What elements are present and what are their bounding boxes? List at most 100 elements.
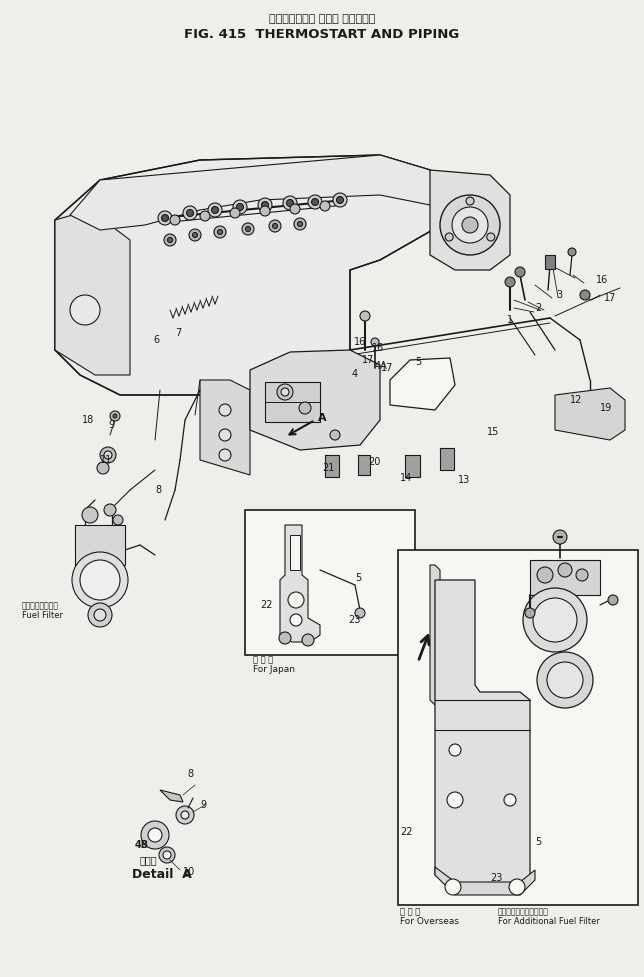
Circle shape bbox=[299, 402, 311, 414]
Text: 22: 22 bbox=[260, 600, 272, 610]
Polygon shape bbox=[555, 388, 625, 440]
Text: 20: 20 bbox=[368, 457, 381, 467]
Polygon shape bbox=[55, 155, 450, 395]
Circle shape bbox=[233, 200, 247, 214]
Text: フゥエルフィルタ追加用: フゥエルフィルタ追加用 bbox=[498, 908, 549, 916]
Circle shape bbox=[208, 203, 222, 217]
Text: 12: 12 bbox=[570, 395, 582, 405]
Text: 23: 23 bbox=[490, 873, 502, 883]
Circle shape bbox=[360, 311, 370, 321]
Circle shape bbox=[200, 211, 210, 221]
Circle shape bbox=[148, 828, 162, 842]
Circle shape bbox=[283, 196, 297, 210]
Text: 3: 3 bbox=[556, 290, 562, 300]
Text: 9: 9 bbox=[108, 420, 114, 430]
Circle shape bbox=[113, 414, 117, 418]
Bar bbox=[358, 455, 370, 475]
Text: 14: 14 bbox=[400, 473, 412, 483]
Text: 5: 5 bbox=[355, 573, 361, 583]
Circle shape bbox=[294, 218, 306, 230]
Polygon shape bbox=[250, 350, 380, 450]
Polygon shape bbox=[430, 565, 440, 705]
Text: フゥエルフィルタ: フゥエルフィルタ bbox=[22, 602, 59, 611]
Text: 17: 17 bbox=[362, 355, 374, 365]
Polygon shape bbox=[160, 790, 183, 802]
Bar bbox=[440, 448, 454, 470]
Bar bbox=[405, 455, 420, 477]
Circle shape bbox=[553, 530, 567, 544]
Text: 4: 4 bbox=[352, 369, 358, 379]
Text: 詳　細: 詳 細 bbox=[140, 855, 158, 865]
Circle shape bbox=[487, 233, 495, 241]
Circle shape bbox=[355, 608, 365, 618]
Circle shape bbox=[462, 217, 478, 233]
Text: 16: 16 bbox=[354, 337, 366, 347]
Text: 16: 16 bbox=[372, 343, 384, 353]
Text: 5: 5 bbox=[415, 357, 421, 367]
Text: 13: 13 bbox=[458, 475, 470, 485]
Circle shape bbox=[97, 462, 109, 474]
Circle shape bbox=[260, 206, 270, 216]
Text: 17: 17 bbox=[604, 293, 616, 303]
Text: 18: 18 bbox=[82, 415, 94, 425]
Text: 10: 10 bbox=[183, 867, 195, 877]
Circle shape bbox=[211, 206, 218, 214]
Circle shape bbox=[308, 195, 322, 209]
Circle shape bbox=[110, 411, 120, 421]
Circle shape bbox=[288, 592, 304, 608]
Circle shape bbox=[447, 792, 463, 808]
Text: 22: 22 bbox=[400, 827, 413, 837]
Circle shape bbox=[159, 847, 175, 863]
Text: 8: 8 bbox=[155, 485, 161, 495]
Circle shape bbox=[272, 224, 278, 229]
Circle shape bbox=[189, 229, 201, 241]
Circle shape bbox=[162, 215, 169, 222]
Circle shape bbox=[104, 451, 112, 459]
Circle shape bbox=[525, 608, 535, 618]
Circle shape bbox=[515, 267, 525, 277]
Circle shape bbox=[302, 634, 314, 646]
Circle shape bbox=[163, 851, 171, 859]
Circle shape bbox=[158, 211, 172, 225]
Circle shape bbox=[277, 384, 293, 400]
Text: 4A: 4A bbox=[375, 361, 388, 371]
Text: 19: 19 bbox=[600, 403, 612, 413]
Circle shape bbox=[104, 504, 116, 516]
Circle shape bbox=[298, 222, 303, 227]
Text: サーモスタート および パイピング: サーモスタート および パイピング bbox=[269, 14, 375, 24]
Circle shape bbox=[504, 794, 516, 806]
Circle shape bbox=[258, 198, 272, 212]
Text: 15: 15 bbox=[487, 427, 499, 437]
Circle shape bbox=[576, 569, 588, 581]
Text: 4B: 4B bbox=[135, 840, 149, 850]
Bar bbox=[245, 510, 415, 655]
Circle shape bbox=[547, 662, 583, 698]
Text: 7: 7 bbox=[175, 328, 181, 338]
Circle shape bbox=[218, 230, 222, 234]
Text: 9: 9 bbox=[200, 800, 206, 810]
Text: 海 外 用: 海 外 用 bbox=[400, 908, 421, 916]
Text: 8: 8 bbox=[187, 769, 193, 779]
Circle shape bbox=[193, 233, 198, 237]
Bar bbox=[398, 550, 638, 905]
Circle shape bbox=[466, 197, 474, 205]
Text: 23: 23 bbox=[348, 615, 361, 625]
Bar bbox=[545, 255, 555, 269]
Circle shape bbox=[279, 632, 291, 644]
Circle shape bbox=[242, 223, 254, 235]
Circle shape bbox=[290, 614, 302, 626]
Circle shape bbox=[230, 208, 240, 218]
Circle shape bbox=[82, 507, 98, 523]
Polygon shape bbox=[70, 155, 450, 230]
Circle shape bbox=[100, 447, 116, 463]
Circle shape bbox=[445, 879, 461, 895]
Circle shape bbox=[337, 196, 343, 203]
Text: A: A bbox=[318, 413, 327, 423]
Text: For Overseas: For Overseas bbox=[400, 917, 459, 926]
Text: 11: 11 bbox=[100, 455, 112, 465]
Circle shape bbox=[445, 233, 453, 241]
Circle shape bbox=[245, 227, 251, 232]
Text: 国 内 用: 国 内 用 bbox=[253, 656, 273, 664]
Polygon shape bbox=[435, 580, 530, 890]
Polygon shape bbox=[430, 170, 510, 270]
